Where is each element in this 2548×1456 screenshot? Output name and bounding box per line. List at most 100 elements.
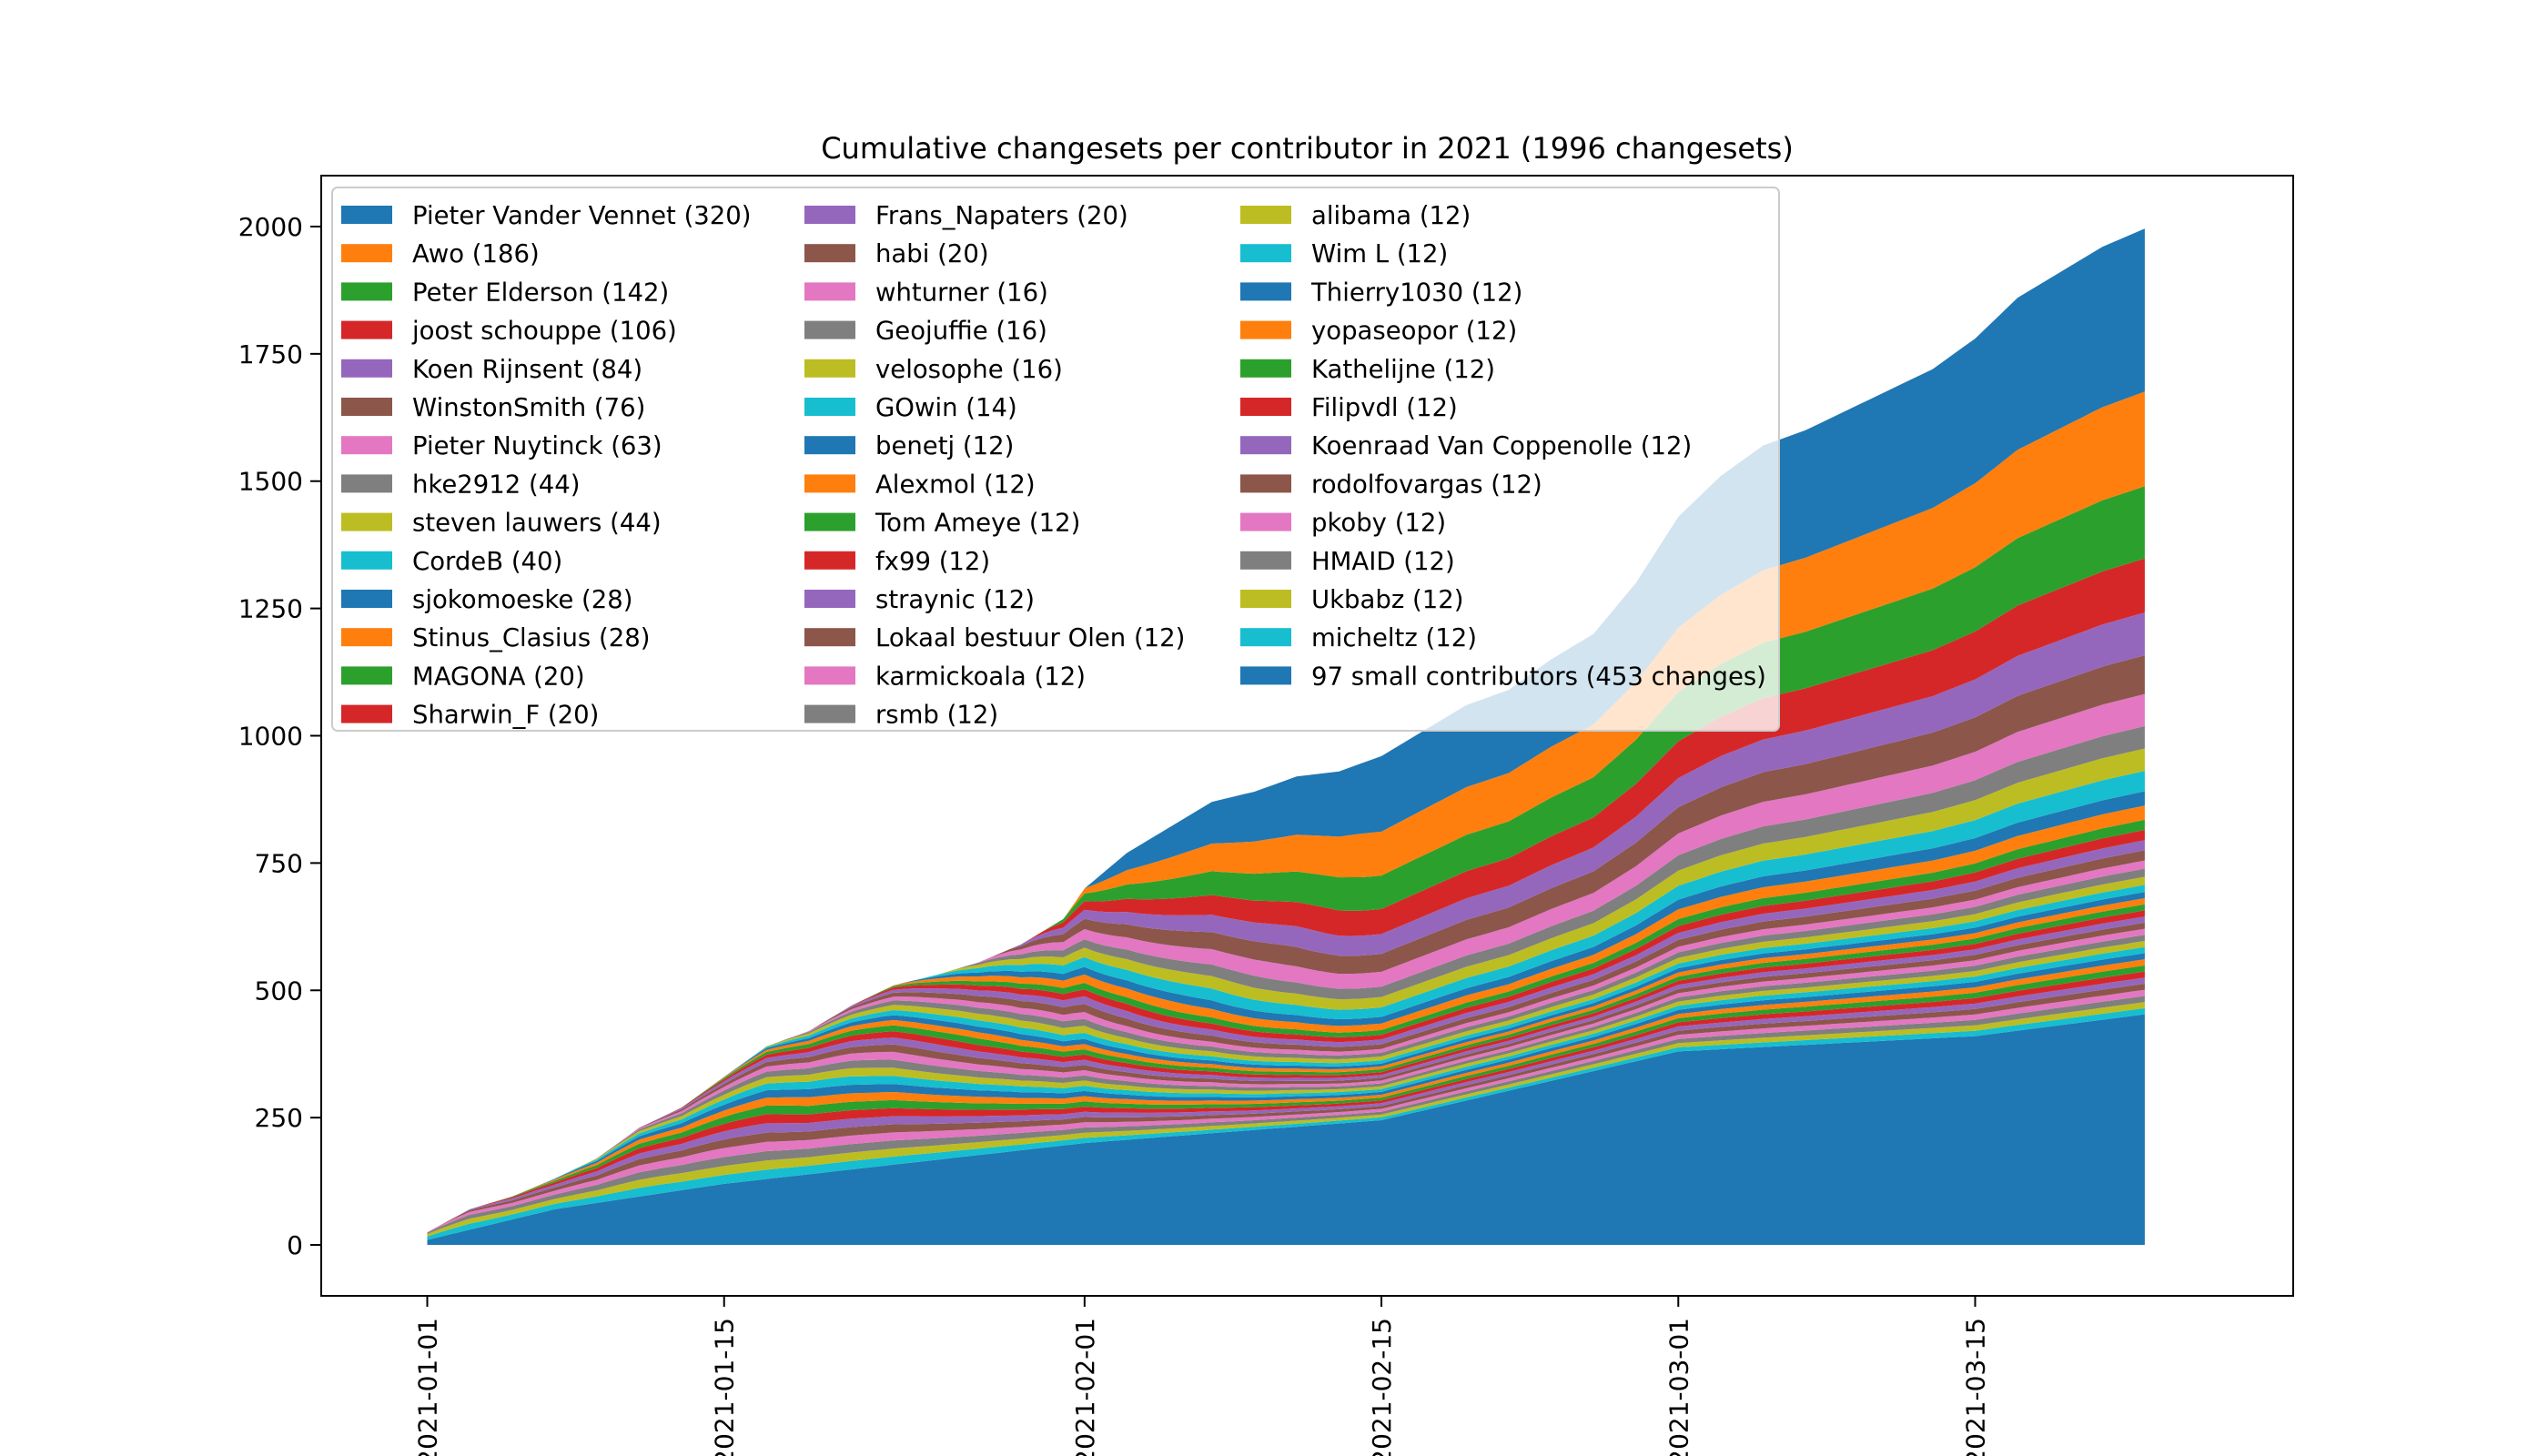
legend-swatch (1240, 512, 1291, 531)
legend-swatch (341, 282, 392, 301)
legend-label: Thierry1030 (12) (1310, 278, 1522, 307)
area-hke2912 (427, 725, 2145, 1233)
legend-label: MAGONA (20) (412, 662, 585, 691)
legend-swatch (804, 244, 855, 263)
legend-swatch (804, 436, 855, 455)
legend-label: alibama (12) (1311, 201, 1471, 230)
legend-swatch (341, 551, 392, 570)
legend-label: benetj (12) (875, 431, 1014, 460)
legend-swatch (1240, 206, 1291, 224)
legend-label: micheltz (12) (1311, 623, 1477, 652)
legend-label: pkoby (12) (1311, 509, 1446, 538)
legend-label: Alexmol (12) (875, 470, 1036, 499)
legend-swatch (341, 704, 392, 723)
legend-label: whturner (16) (875, 278, 1048, 307)
y-tick-label: 2000 (238, 212, 303, 242)
x-tick-label: 2021-02-01 (1070, 1318, 1100, 1456)
legend-label: Koen Rijnsent (84) (412, 355, 642, 384)
legend-swatch (341, 474, 392, 493)
area-thierry1030 (427, 953, 2145, 1233)
legend-swatch (1240, 628, 1291, 647)
legend-swatch (804, 359, 855, 378)
legend-label: Kathelijne (12) (1311, 355, 1495, 384)
legend-swatch (1240, 359, 1291, 378)
area-micheltz (427, 1007, 2145, 1240)
legend-swatch (1240, 551, 1291, 570)
legend-label: straynic (12) (875, 585, 1035, 614)
legend-swatch (804, 512, 855, 531)
legend-label: rodolfovargas (12) (1311, 470, 1542, 499)
legend-swatch (1240, 474, 1291, 493)
legend-swatch (804, 704, 855, 723)
y-axis: 0 250 500 750 1000 1250 1500 1750 2000 (238, 212, 321, 1260)
legend-label: joost schouppe (106) (411, 317, 677, 346)
area-koen-rijnsent (427, 612, 2145, 1233)
legend-label: Koenraad Van Coppenolle (12) (1311, 431, 1692, 460)
legend-swatch (341, 628, 392, 647)
x-tick-label: 2021-03-01 (1663, 1318, 1694, 1456)
legend-swatch (804, 320, 855, 339)
legend-label: Wim L (12) (1311, 239, 1448, 268)
legend-swatch (804, 206, 855, 224)
legend-label: velosophe (16) (875, 355, 1063, 384)
legend-swatch (341, 398, 392, 416)
y-tick-label: 1000 (238, 722, 303, 752)
legend-label: Stinus_Clasius (28) (412, 623, 650, 652)
legend-swatch (1240, 282, 1291, 301)
legend-swatch (1240, 590, 1291, 608)
legend-swatch (804, 474, 855, 493)
area-winstonsmith (427, 655, 2145, 1233)
legend-label: Awo (186) (412, 239, 540, 268)
legend-swatch (341, 359, 392, 378)
area-97-small-contributors (427, 1014, 2145, 1245)
x-axis: 2021-01-01 2021-01-15 2021-02-01 2021-02-15… (413, 1296, 1990, 1456)
area-steven-lauwers (427, 748, 2145, 1233)
legend-swatch (804, 590, 855, 608)
legend-label: karmickoala (12) (875, 662, 1086, 691)
area-wim-l (427, 946, 2145, 1233)
legend-swatch (1240, 436, 1291, 455)
legend-swatch (341, 436, 392, 455)
legend-label: Ukbabz (12) (1311, 585, 1463, 614)
chart-title: Cumulative changesets per contributor in… (821, 131, 1794, 166)
legend-label: Filipvdl (12) (1311, 393, 1458, 422)
legend-swatch (341, 666, 392, 685)
legend-label: rsmb (12) (875, 701, 998, 730)
legend-swatch (341, 244, 392, 263)
y-tick-label: 1500 (238, 467, 303, 497)
legend-label: Frans_Napaters (20) (875, 201, 1128, 230)
legend-label: steven lauwers (44) (412, 509, 662, 538)
y-tick-label: 0 (287, 1230, 303, 1260)
x-tick-label: 2021-03-15 (1960, 1318, 1990, 1456)
y-tick-label: 500 (255, 976, 303, 1006)
legend-label: Peter Elderson (142) (412, 278, 669, 307)
legend-swatch (804, 398, 855, 416)
legend-label: Lokaal bestuur Olen (12) (875, 623, 1185, 652)
legend-label: WinstonSmith (76) (412, 393, 645, 422)
y-tick-label: 750 (255, 848, 303, 878)
legend-label: Geojuffie (16) (875, 317, 1047, 346)
legend-label: 97 small contributors (453 changes) (1311, 662, 1766, 691)
y-tick-label: 1750 (238, 339, 303, 369)
legend-swatch (1240, 320, 1291, 339)
legend-swatch (1240, 398, 1291, 416)
legend-label: Pieter Nuytinck (63) (412, 431, 662, 460)
legend-label: habi (20) (875, 239, 989, 268)
x-tick-label: 2021-01-15 (710, 1318, 740, 1456)
legend-label: sjokomoeske (28) (412, 585, 632, 614)
legend-label: yopaseopor (12) (1311, 317, 1517, 346)
x-tick-label: 2021-01-01 (413, 1318, 443, 1456)
legend-swatch (341, 512, 392, 531)
y-tick-label: 250 (255, 1103, 303, 1133)
legend-label: Sharwin_F (20) (412, 701, 599, 730)
legend-swatch (341, 320, 392, 339)
legend-label: CordeB (40) (412, 547, 562, 576)
legend-swatch (1240, 666, 1291, 685)
legend-label: hke2912 (44) (412, 470, 580, 499)
legend-swatch (804, 666, 855, 685)
legend-swatch (804, 551, 855, 570)
area-cordeb (427, 771, 2145, 1233)
legend-label: HMAID (12) (1311, 547, 1455, 576)
